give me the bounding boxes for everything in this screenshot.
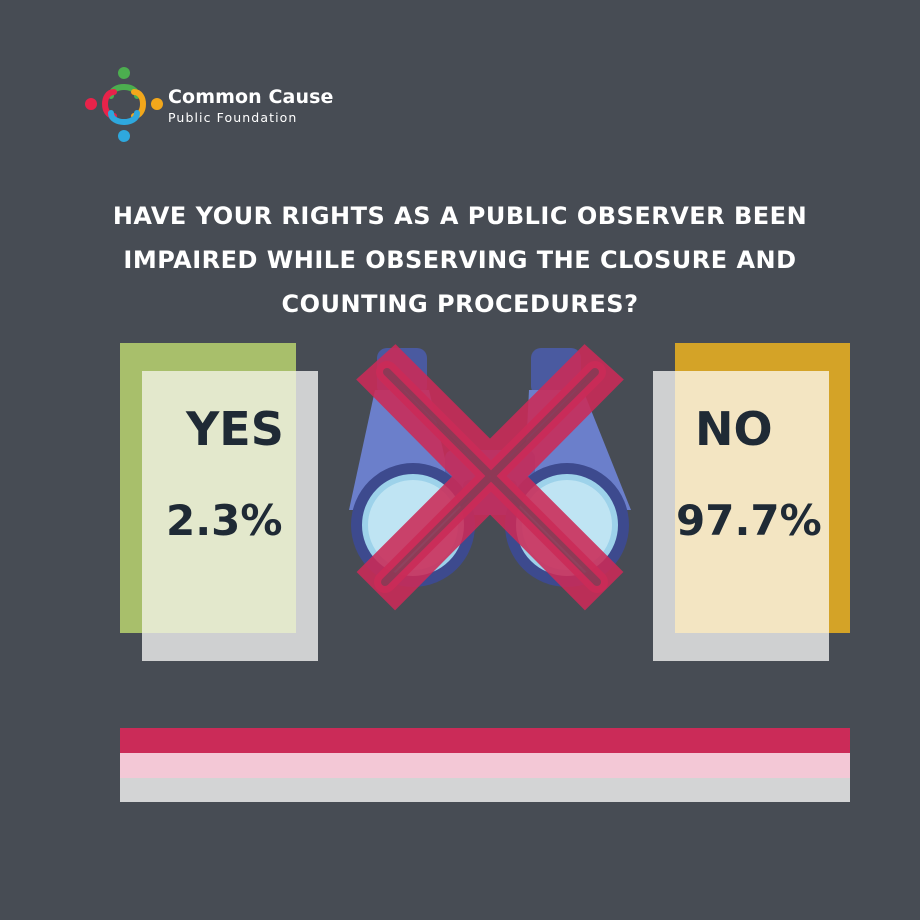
survey-question: HAVE YOUR RIGHTS AS A PUBLIC OBSERVER BE… (112, 202, 808, 318)
no-percentage: 97.7% (676, 496, 822, 545)
no-card (675, 371, 829, 633)
decorative-stripe-pink (120, 753, 850, 778)
brand-subtitle: Public Foundation (168, 110, 298, 125)
common-cause-logo-mark-icon (85, 67, 163, 142)
brand-logo: Common Cause Public Foundation (84, 66, 364, 146)
crossed-out-binoculars-icon (349, 344, 631, 611)
yes-percentage: 2.3% (166, 496, 283, 545)
decorative-stripe-grey (120, 778, 850, 802)
brand-name: Common Cause (168, 86, 334, 108)
yes-label: YES (186, 402, 284, 456)
no-label: NO (695, 402, 773, 456)
decorative-stripe-red (120, 728, 850, 753)
yes-card (142, 371, 296, 633)
